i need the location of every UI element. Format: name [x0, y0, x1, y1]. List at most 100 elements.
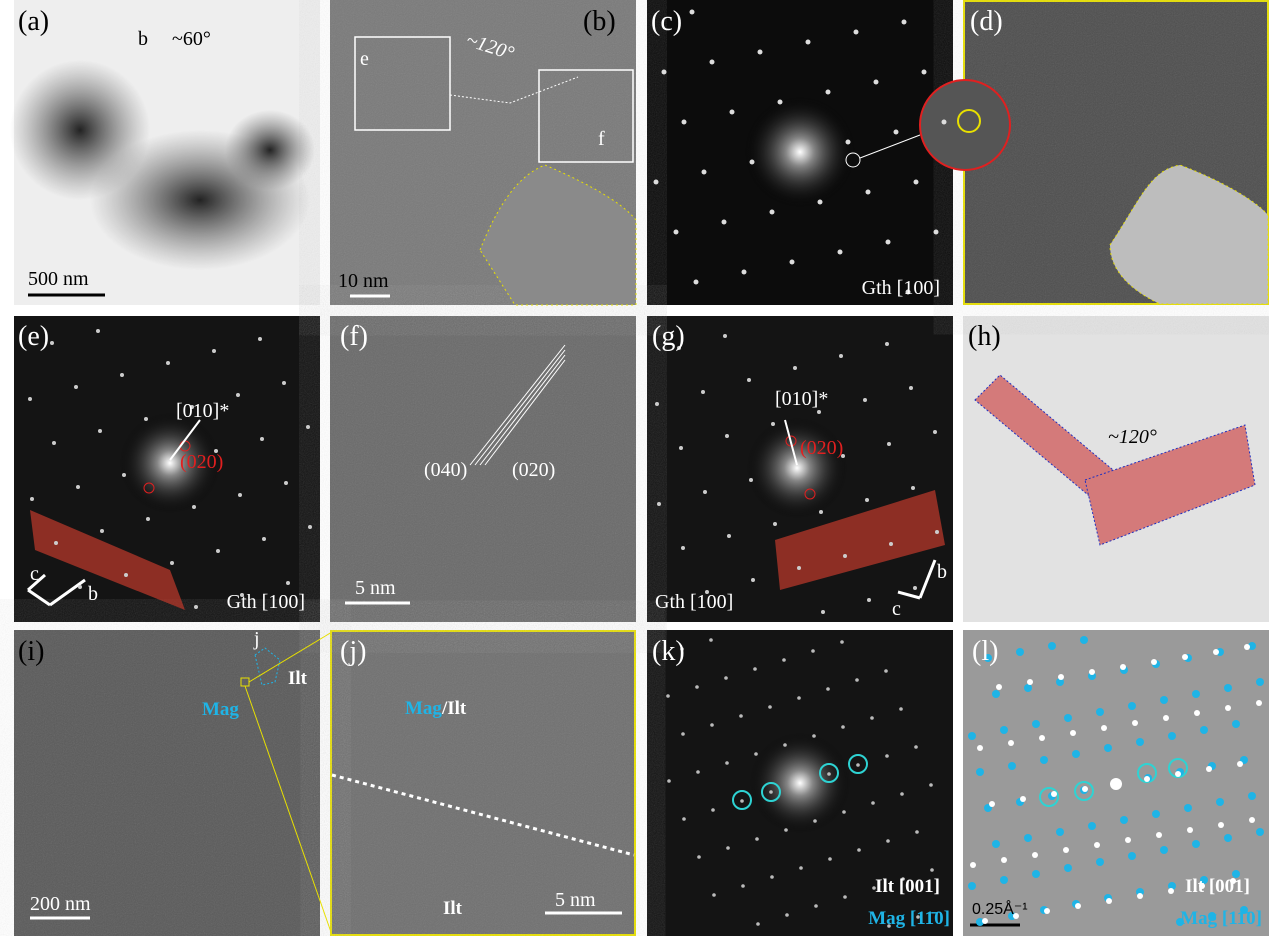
panel-label: (j): [340, 636, 366, 667]
spot: [1192, 690, 1200, 698]
spot: [693, 279, 699, 285]
features: [10, 36, 1269, 936]
noise: [330, 316, 636, 622]
spot: [873, 79, 879, 85]
spot: [1152, 810, 1160, 818]
spot: [689, 9, 695, 15]
spot: [784, 828, 788, 832]
zone-axis: Mag [11̄0]: [868, 908, 950, 929]
panel-label: (d): [970, 6, 1003, 37]
spot: [1244, 644, 1250, 650]
spot: [769, 790, 773, 794]
spot: [50, 341, 54, 345]
spot: [741, 884, 745, 888]
spot: [1008, 740, 1014, 746]
structure: [974, 374, 1126, 506]
spot: [78, 585, 82, 589]
spot: [977, 745, 983, 751]
connector: [859, 134, 921, 159]
spot: [76, 485, 80, 489]
zoom-lines: [244, 631, 333, 936]
grain: [1109, 164, 1269, 305]
spot: [842, 810, 846, 814]
spot: [54, 541, 58, 545]
spot: [709, 638, 713, 642]
spot: [682, 817, 686, 821]
spot: [996, 684, 1002, 690]
spot: [843, 554, 847, 558]
axes-arrows: [27, 573, 86, 607]
spot: [1237, 761, 1243, 767]
spot: [1051, 791, 1057, 797]
spot: [1218, 822, 1224, 828]
spot: [212, 349, 216, 353]
spot: [841, 725, 845, 729]
spot: [240, 593, 244, 597]
annotation: [010]*: [775, 388, 828, 410]
grain: [479, 164, 637, 306]
panel-label: (h): [968, 321, 1001, 352]
panel-label: (b): [583, 6, 616, 37]
box-e: [354, 36, 451, 131]
spot: [1120, 664, 1126, 670]
spot: [885, 754, 889, 758]
spot: [725, 434, 729, 438]
spot: [1048, 642, 1056, 650]
scale-bar-label: 10 nm: [338, 270, 389, 292]
spot: [827, 772, 831, 776]
spot: [1120, 816, 1128, 824]
panel-label: (i): [18, 636, 44, 667]
spot: [782, 658, 786, 662]
spot: [1080, 636, 1088, 644]
spot: [1256, 700, 1262, 706]
panel-label: (g): [652, 321, 685, 352]
spot: [236, 393, 240, 397]
spot: [192, 505, 196, 509]
spot: [1199, 883, 1205, 889]
spot: [886, 839, 890, 843]
spot: [1070, 730, 1076, 736]
spot: [1249, 817, 1255, 823]
spot: [1163, 715, 1169, 721]
spot: [900, 792, 904, 796]
spot: [872, 886, 876, 890]
annotation: (040): [424, 459, 467, 481]
annotation: f: [598, 128, 605, 150]
spot: [771, 422, 775, 426]
spot: [1125, 837, 1131, 843]
spot: [1137, 893, 1143, 899]
spot: [1104, 744, 1112, 752]
spot: [797, 696, 801, 700]
spot: [899, 707, 903, 711]
annotation: /Ilt: [441, 698, 467, 719]
spot: [146, 517, 150, 521]
spot: [122, 473, 126, 477]
central-beam: [747, 418, 847, 518]
spot: [727, 534, 731, 538]
spot: [1175, 771, 1181, 777]
spot: [696, 770, 700, 774]
spot: [1008, 762, 1016, 770]
spot: [1194, 710, 1200, 716]
spot: [749, 478, 753, 482]
spot: [681, 119, 687, 125]
spot: [905, 289, 911, 295]
spot: [1128, 852, 1136, 860]
spot: [739, 714, 743, 718]
scale-bar-label: 500 nm: [28, 268, 89, 290]
spot: [1001, 857, 1007, 863]
spot: [828, 857, 832, 861]
annotation: (020): [512, 459, 555, 481]
spot: [725, 761, 729, 765]
spot: [1225, 705, 1231, 711]
panel-label: (k): [652, 636, 685, 667]
spot: [666, 694, 670, 698]
spot: [677, 346, 681, 350]
spot: [1176, 918, 1184, 926]
panel-label: (f): [340, 321, 368, 352]
spot: [96, 329, 100, 333]
annotation: Ilt: [443, 898, 463, 919]
spot: [1256, 678, 1264, 686]
rings: [732, 754, 1188, 810]
marker: [804, 488, 816, 500]
